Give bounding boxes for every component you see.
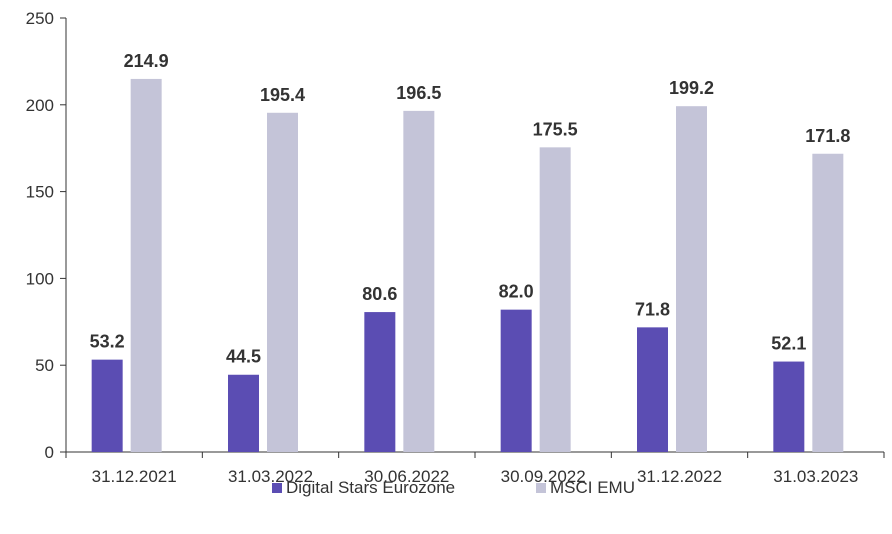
legend-swatch-msci-emu <box>536 483 546 493</box>
x-tick-label: 30.06.2022 <box>364 467 449 486</box>
bar-msci-emu <box>267 112 298 453</box>
x-tick-label: 31.12.2022 <box>637 467 722 486</box>
bar-msci-emu <box>403 110 435 452</box>
data-label: 53.2 <box>90 332 125 352</box>
data-label: 214.9 <box>124 51 169 71</box>
data-label: 71.8 <box>635 299 670 319</box>
y-tick-label: 150 <box>26 183 54 202</box>
data-label: 52.1 <box>771 334 806 354</box>
x-tick-label: 31.12.2021 <box>92 467 177 486</box>
data-label: 44.5 <box>226 347 261 367</box>
bar-digital-stars-eurozone <box>228 374 259 452</box>
y-tick-label: 0 <box>45 443 54 462</box>
bar-msci-emu <box>130 78 162 453</box>
data-label: 199.2 <box>669 78 714 98</box>
bar-digital-stars-eurozone <box>91 359 123 452</box>
y-tick-label: 50 <box>35 356 54 375</box>
y-tick-label: 200 <box>26 96 54 115</box>
data-label: 171.8 <box>805 126 850 146</box>
legend-label: MSCI EMU <box>550 478 635 497</box>
data-label: 82.0 <box>499 282 534 302</box>
bar-digital-stars-eurozone <box>773 361 805 452</box>
data-label: 196.5 <box>396 83 441 103</box>
data-label: 175.5 <box>533 119 578 139</box>
x-tick-label: 30.09.2022 <box>501 467 586 486</box>
x-tick-label: 31.03.2023 <box>773 467 858 486</box>
legend-swatch-digital-stars-eurozone <box>272 483 282 493</box>
bar-msci-emu <box>676 106 707 453</box>
data-label: 195.4 <box>260 85 305 105</box>
bar-digital-stars-eurozone <box>500 309 532 452</box>
data-label: 80.6 <box>362 284 397 304</box>
bar-msci-emu <box>539 147 571 452</box>
x-tick-label: 31.03.2022 <box>228 467 313 486</box>
bar-digital-stars-eurozone <box>364 312 396 452</box>
y-tick-label: 250 <box>26 9 54 28</box>
legend-label: Digital Stars Eurozone <box>286 478 455 497</box>
bar-digital-stars-eurozone <box>637 327 668 452</box>
bar-msci-emu <box>812 153 844 453</box>
y-tick-label: 100 <box>26 269 54 288</box>
